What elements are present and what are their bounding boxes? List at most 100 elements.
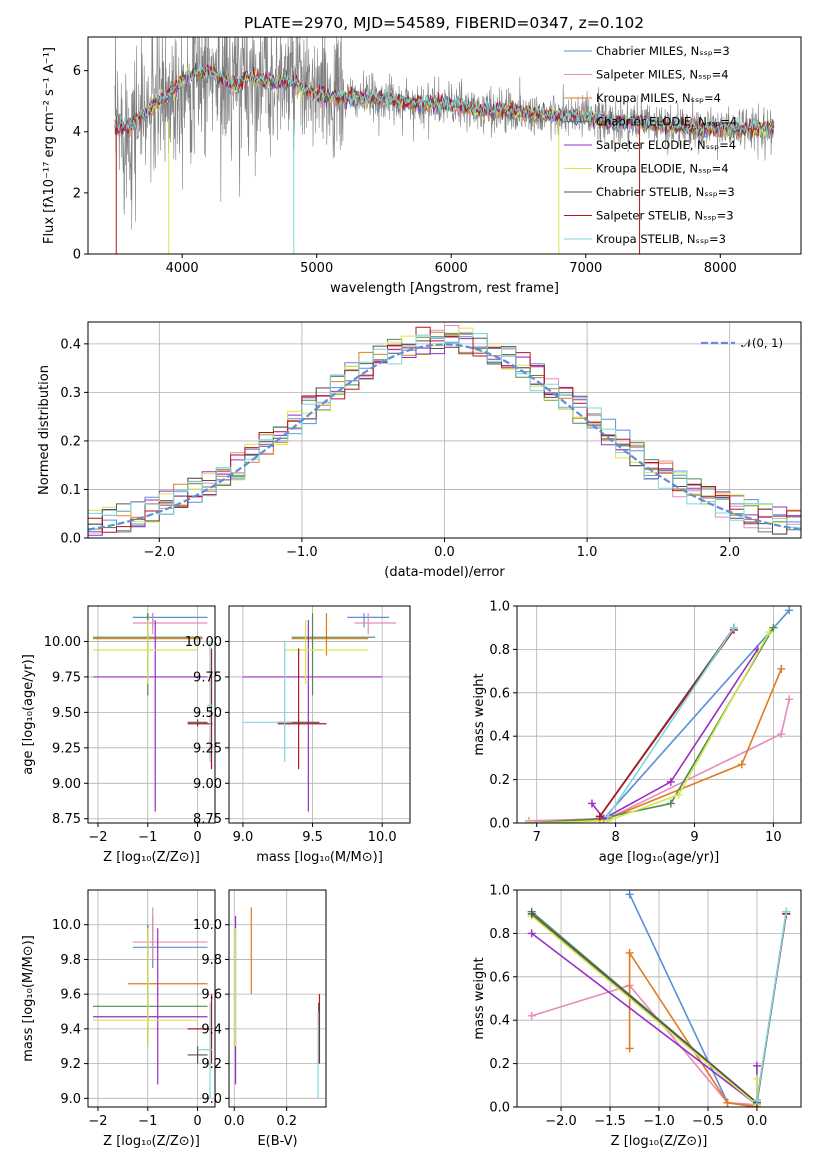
y-tick-label: 0.1: [60, 483, 81, 498]
y-tick-label: 9.4: [201, 1022, 222, 1037]
point-marker: [527, 929, 536, 938]
series-line-salpeter-miles: [528, 699, 790, 822]
x-tick-label: 8: [611, 830, 619, 845]
x-tick-label: 0: [193, 830, 201, 845]
point-marker: [737, 760, 746, 769]
y-axis-label: mass [log₁₀(M/M⊙)]: [21, 935, 36, 1062]
y-tick-label: 1.0: [489, 600, 510, 615]
y-axis-label: mass weight: [472, 673, 487, 755]
axes-frame: [87, 605, 216, 824]
legend-entry: Chabrier ELODIE, Nₛₛₚ=4: [596, 115, 737, 129]
series-line-salpeter-elodie: [591, 648, 759, 820]
histogram-chabrier-elodie: [88, 332, 801, 533]
series-line-chabrier-elodie: [528, 627, 775, 823]
y-tick-label: 6: [73, 64, 81, 79]
axes-frame: [228, 605, 411, 824]
axes-frame: [87, 889, 216, 1108]
point-marker: [769, 623, 778, 632]
figure-title: PLATE=2970, MJD=54589, FIBERID=0347, z=0…: [244, 14, 644, 32]
histogram-kroupa-stelib: [88, 333, 801, 528]
y-tick-label: 0.4: [489, 730, 510, 745]
legend-entry: Salpeter MILES, Nₛₛₚ=4: [596, 68, 729, 82]
panel-mass-vs-ebv: 0.0 0.2 9.0 9.2 9.4 9.6 9.8 10.0 E(B-V): [193, 889, 327, 1149]
point-marker: [666, 799, 675, 808]
series-line-salpeter-elodie: [531, 932, 758, 1107]
legend-entry: Kroupa MILES, Nₛₛₚ=4: [596, 91, 721, 105]
y-tick-label: 9.6: [201, 988, 222, 1003]
point-marker: [777, 730, 786, 739]
y-tick-label: 0.0: [489, 1101, 510, 1116]
x-axis-label: Z [log₁₀(Z/Z⊙)]: [611, 1134, 708, 1149]
point-marker: [666, 777, 675, 786]
point-marker: [765, 628, 774, 637]
x-axis-label: Z [log₁₀(Z/Z⊙)]: [103, 1134, 200, 1149]
x-tick-label: −1.0: [643, 1114, 675, 1129]
x-tick-label: 9.0: [233, 830, 254, 845]
point-marker: [674, 790, 683, 799]
point-marker: [723, 1098, 732, 1107]
y-tick-label: 0.4: [489, 1014, 510, 1029]
point-marker: [603, 812, 612, 821]
y-tick-label: 9.50: [52, 706, 81, 721]
point-marker: [527, 909, 536, 918]
x-tick-label: −2.0: [545, 1114, 577, 1129]
x-tick-label: 0.0: [747, 1114, 768, 1129]
point-marker: [785, 695, 794, 704]
panel-spectrum: 4000 5000 6000 7000 8000 0 2 4 6 wavelength [Angs…: [42, 36, 802, 296]
axes-frame: [516, 889, 802, 1108]
legend-entry: Chabrier STELIB, Nₛₛₚ=3: [596, 185, 735, 199]
axes-frame: [516, 605, 802, 824]
y-tick-label: 2: [73, 186, 81, 201]
series-line-kroupa-stelib: [607, 627, 735, 817]
y-tick-label: 9.0: [201, 1092, 222, 1107]
legend-entry: Chabrier MILES, Nₛₛₚ=3: [596, 44, 730, 58]
histogram-salpeter-miles: [88, 325, 801, 534]
normal-curve: [88, 343, 801, 531]
series-line-chabrier-miles: [628, 893, 758, 1107]
x-axis-label: E(B-V): [257, 1134, 297, 1149]
panel-weight-vs-age: 7 8 9 10 0.0 0.2 0.4 0.6 0.8 1.0 age [log₁₀(age/yr…: [472, 600, 802, 865]
panel-mass-vs-Z: −2 −1 0 9.0 9.2 9.4 9.6 9.8 10.0 Z [log₁₀(Z/Z⊙)] m…: [21, 889, 216, 1149]
axes-frame: [228, 889, 327, 1108]
x-tick-label: −2.0: [144, 545, 176, 560]
plot-area: [524, 606, 794, 823]
point-marker: [524, 819, 533, 823]
y-tick-label: 4: [73, 125, 81, 140]
x-axis-label: Z [log₁₀(Z/Z⊙)]: [103, 850, 200, 865]
axes-frame: [87, 321, 802, 539]
x-tick-label: 5000: [300, 261, 333, 276]
x-tick-label: 7000: [569, 261, 602, 276]
point-marker: [782, 907, 791, 916]
panel-weight-vs-Z: −2.0 −1.5 −1.0 −0.5 0.0 0.0 0.2 0.4 0.6 0.8 1.0 Z […: [472, 884, 802, 1149]
axes-frame: [87, 36, 802, 255]
y-tick-label: 0.2: [489, 773, 510, 788]
y-tick-label: 9.4: [60, 1022, 81, 1037]
series-line-salpeter-miles: [531, 984, 757, 1106]
y-tick-label: 9.75: [193, 670, 222, 685]
point-marker: [595, 812, 604, 821]
x-tick-label: −2: [88, 830, 107, 845]
y-tick-label: 9.2: [201, 1057, 222, 1072]
y-tick-label: 0.8: [489, 927, 510, 942]
y-tick-label: 10.00: [185, 635, 222, 650]
y-tick-label: 9.50: [193, 706, 222, 721]
y-tick-label: 10.0: [52, 918, 81, 933]
y-tick-label: 0.8: [489, 643, 510, 658]
y-axis-label: Flux [fλ10⁻¹⁷ erg cm⁻² s⁻¹ A⁻¹]: [42, 47, 57, 244]
x-tick-label: −1: [138, 1114, 157, 1129]
x-axis-label: mass [log₁₀(M/M⊙)]: [256, 850, 383, 865]
x-tick-label: −1.5: [594, 1114, 626, 1129]
model-line-salpeter-stelib: [114, 63, 774, 137]
point-marker: [785, 606, 794, 615]
y-tick-label: 9.00: [52, 777, 81, 792]
y-tick-label: 8.75: [193, 812, 222, 827]
x-tick-label: −2: [88, 1114, 107, 1129]
panel-age-vs-mass: 9.0 9.5 10.0 8.75 9.00 9.25 9.50 9.75 10.00 mass …: [185, 605, 411, 865]
y-tick-label: 0.2: [489, 1057, 510, 1072]
x-axis-label: (data-model)/error: [384, 565, 505, 580]
panel-age-vs-Z: −2 −1 0 8.75 9.00 9.25 9.50 9.75 10.00 Z [log₁₀(Z…: [21, 605, 216, 865]
series-line-chabrier-miles: [603, 609, 790, 820]
y-axis-label: Normed distribution: [37, 365, 52, 495]
y-tick-label: 0.4: [60, 337, 81, 352]
legend-entry: 𝒩(0, 1): [741, 336, 783, 350]
